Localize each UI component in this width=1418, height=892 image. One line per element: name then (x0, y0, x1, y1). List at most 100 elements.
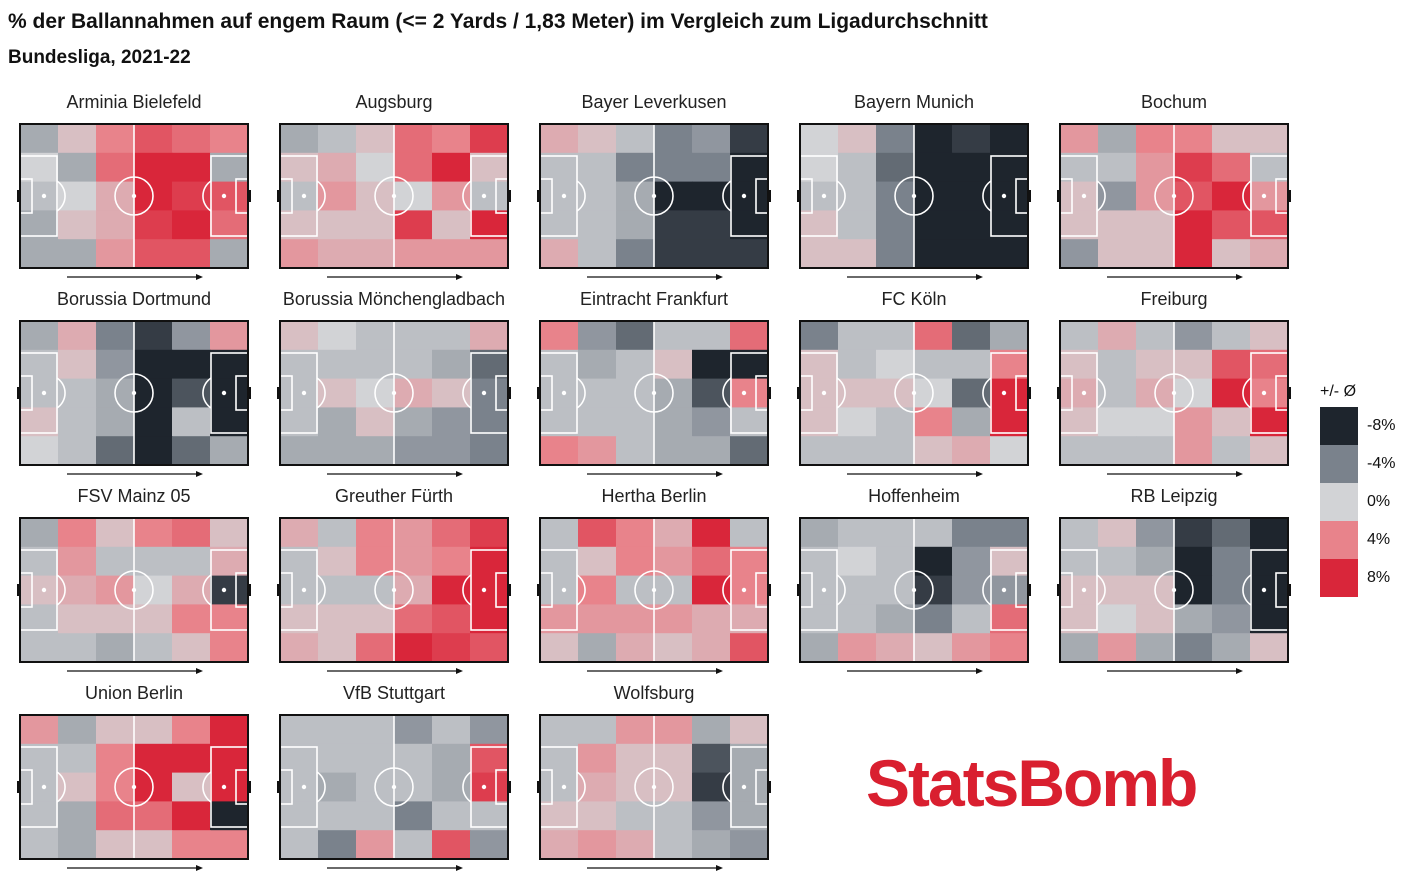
heatmap-cell (280, 743, 319, 774)
centre-circle (1154, 570, 1194, 610)
penalty-spot-left (821, 587, 827, 593)
heatmap-cell (1060, 604, 1099, 634)
heatmap-cell (172, 801, 211, 831)
pitch-border (539, 714, 769, 860)
heatmap-cell (1174, 321, 1213, 351)
goal-right (1288, 584, 1291, 596)
direction-arrowhead (456, 274, 463, 280)
heatmap-cell (692, 378, 731, 408)
team-title: Greuther Fürth (335, 486, 453, 506)
heatmap-cell (914, 518, 953, 548)
direction-arrowhead (456, 668, 463, 674)
heatmap-cell (616, 604, 655, 634)
heatmap-cell (58, 407, 97, 437)
team-pitch: VfB Stuttgart (277, 683, 511, 871)
heatmap-cell (952, 407, 991, 437)
heatmap-cell (280, 407, 319, 437)
heatmap-cell (540, 407, 579, 437)
penalty-arc-left (56, 377, 66, 409)
heatmap-cell (394, 604, 433, 634)
heatmap-cell (96, 239, 135, 269)
heatmap-cell (730, 801, 769, 831)
statsbomb-logo: StatsBomb (866, 746, 1198, 820)
penalty-spot-left (301, 784, 307, 790)
heatmap-cell (172, 830, 211, 860)
heatmap-cell (58, 575, 97, 605)
heatmap-cell (432, 772, 471, 802)
heatmap-cell (280, 604, 319, 634)
heatmap-cell (990, 518, 1029, 548)
heatmap-cell (58, 239, 97, 269)
penalty-arc-right (722, 574, 732, 606)
heatmap-cell (432, 152, 471, 183)
pitch-border (19, 714, 249, 860)
heatmap-cell (58, 436, 97, 466)
heatmap-cell (578, 210, 617, 240)
heatmap-cell (20, 518, 59, 548)
heatmap-cell (1250, 239, 1289, 269)
heatmap-cell (914, 210, 953, 240)
heatmap-cell (654, 633, 693, 663)
goal-left (17, 387, 20, 399)
heatmap-cell (616, 715, 655, 745)
heatmap-cell (1212, 436, 1251, 466)
heatmap-cell (470, 743, 509, 774)
heatmap-cell (1060, 436, 1099, 466)
heatmap-cell (210, 210, 249, 240)
heatmap-cell (20, 575, 59, 605)
heatmap-cell (990, 604, 1029, 634)
heatmap-cell (914, 633, 953, 663)
heatmap-cell (952, 546, 991, 577)
heatmap-cell (692, 349, 731, 380)
heatmap-cell (1212, 546, 1251, 577)
heatmap-cell (1098, 518, 1137, 548)
heatmap-cell (134, 407, 173, 437)
penalty-spot-right (1001, 193, 1007, 199)
heatmap-cell (432, 546, 471, 577)
heatmap-cell (172, 633, 211, 663)
heatmap-cell (838, 604, 877, 634)
heatmap-cell (654, 210, 693, 240)
legend-swatch (1320, 407, 1358, 445)
heatmap-cell (172, 239, 211, 269)
team-title: Freiburg (1140, 289, 1207, 309)
heatmap-cell (356, 239, 395, 269)
heatmap-cell (838, 210, 877, 240)
heatmap-cell (318, 546, 357, 577)
heatmap-cell (990, 349, 1029, 380)
direction-arrowhead (196, 471, 203, 477)
team-title: Hoffenheim (868, 486, 960, 506)
goal-right (508, 781, 511, 793)
penalty-spot-right (1001, 390, 1007, 396)
heatmap-cell (1250, 604, 1289, 634)
heatmap-cell (800, 239, 839, 269)
heatmap-cell (540, 575, 579, 605)
heatmap-cell (914, 321, 953, 351)
centre-spot (911, 390, 917, 396)
heatmap-cell (1060, 378, 1099, 408)
heatmap-cell (432, 830, 471, 860)
heatmap-cell (1098, 407, 1137, 437)
heatmap-cell (210, 633, 249, 663)
heatmap-cell (58, 801, 97, 831)
goal-right (1028, 584, 1031, 596)
goal-right (248, 781, 251, 793)
heatmap-cell (800, 124, 839, 154)
penalty-spot-left (561, 193, 567, 199)
heatmap-cell (58, 181, 97, 211)
heatmap-cell (540, 210, 579, 240)
heatmap-cell (692, 830, 731, 860)
penalty-arc-left (56, 574, 66, 606)
heatmap-cell (1250, 436, 1289, 466)
centre-circle (114, 570, 154, 610)
heatmap-cell (1212, 407, 1251, 437)
heatmap-cell (20, 124, 59, 154)
heatmap-cell (838, 575, 877, 605)
heatmap-cell (692, 743, 731, 774)
direction-arrowhead (716, 274, 723, 280)
heatmap-cell (540, 772, 579, 802)
heatmap-cell (1250, 546, 1289, 577)
centre-spot (131, 193, 137, 199)
heatmap-cell (1250, 124, 1289, 154)
team-title: Bayer Leverkusen (581, 92, 726, 112)
